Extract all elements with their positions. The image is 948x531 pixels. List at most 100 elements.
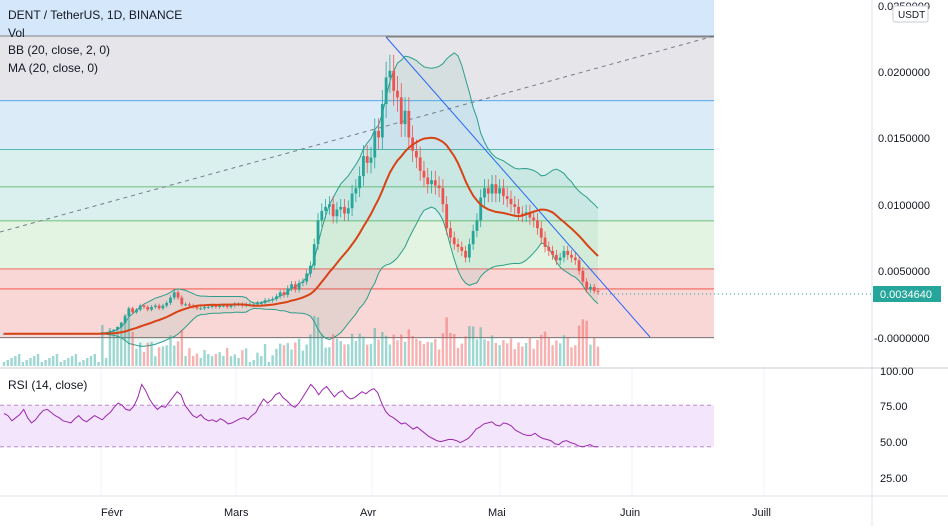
rsi-series <box>3 383 598 448</box>
volume-bar <box>131 331 134 366</box>
volume-bar <box>555 340 558 366</box>
candle-body <box>475 220 479 231</box>
volume-bar <box>509 338 513 366</box>
volume-bar <box>574 345 577 366</box>
last-price-badge <box>873 286 941 302</box>
candle-body <box>135 309 138 313</box>
volume-bar <box>222 356 225 366</box>
volume-bar <box>263 344 267 366</box>
volume-bar <box>275 348 278 366</box>
candle-body <box>222 305 225 307</box>
candle-body <box>513 204 517 207</box>
candle-body <box>165 302 169 306</box>
candle-body <box>339 206 343 210</box>
volume-bar <box>328 347 331 366</box>
candle-body <box>112 329 116 331</box>
price-tick-label: -0.0000000 <box>874 333 930 345</box>
candle-body <box>573 257 577 261</box>
candle-body <box>335 209 339 217</box>
candle-body <box>422 170 426 178</box>
candle-body <box>373 130 377 158</box>
volume-bar <box>199 358 202 366</box>
volume-bar <box>17 354 21 366</box>
candle-body <box>108 330 112 333</box>
candle-body <box>116 326 119 330</box>
volume-bar <box>176 341 180 366</box>
volume-bar <box>411 336 414 366</box>
volume-bar <box>570 347 573 366</box>
candle-body <box>517 206 520 214</box>
volume-legend[interactable]: Vol <box>8 26 25 40</box>
candle-body <box>180 297 184 305</box>
ma-legend[interactable]: MA (20, close, 0) <box>8 61 99 75</box>
candle-body <box>532 217 536 221</box>
currency-badge[interactable] <box>892 5 929 23</box>
volume-bar <box>407 329 411 366</box>
candle-body <box>169 297 172 303</box>
candle-body <box>343 206 346 214</box>
volume-bar <box>104 358 108 366</box>
volume-bar <box>233 354 236 366</box>
volume-bar <box>313 316 316 366</box>
down-trend-line <box>385 36 651 338</box>
candle-body <box>146 306 150 310</box>
candle-body <box>206 306 210 308</box>
symbol-title[interactable]: DENT / TetherUS, 1D, BINANCE <box>8 8 183 22</box>
volume-bar <box>464 336 467 366</box>
rsi-legend[interactable]: RSI (14, close) <box>8 378 88 392</box>
candle-body <box>570 254 573 258</box>
candle-body <box>290 284 293 289</box>
volume-bar <box>63 360 66 366</box>
volume-bar <box>422 344 426 366</box>
candle-body <box>543 237 547 247</box>
fib-zone <box>0 288 714 338</box>
volume-bar <box>169 335 172 366</box>
volume-bar <box>44 360 47 366</box>
candle-body <box>551 250 554 255</box>
candle-body <box>214 305 218 307</box>
volume-bar <box>403 341 407 366</box>
candle-body <box>384 77 388 105</box>
candle-body <box>297 282 301 290</box>
volume-bar <box>540 334 543 366</box>
volume-bar <box>430 342 433 366</box>
moving-average <box>4 136 599 335</box>
candle-body <box>301 281 305 283</box>
candle-body <box>153 305 157 307</box>
candle-body <box>369 157 373 163</box>
bollinger-legend[interactable]: BB (20, close, 2, 0) <box>8 43 111 57</box>
candle-body <box>123 316 127 323</box>
volume-bar <box>154 356 157 366</box>
candle-body <box>327 204 331 207</box>
candle-body <box>203 306 206 309</box>
volume-bar <box>418 340 422 366</box>
volume-bar <box>479 327 482 366</box>
volume-bar <box>532 348 535 366</box>
price-tick-label: 0.0100000 <box>878 200 930 212</box>
price-tick-label: 0.0050000 <box>878 266 930 278</box>
candle-body <box>452 237 456 245</box>
volume-bar <box>441 333 445 366</box>
volume-bar <box>339 341 342 366</box>
volume-bar <box>195 353 199 366</box>
volume-bar <box>252 360 255 366</box>
candle-body <box>558 257 562 261</box>
volume-bar <box>343 344 346 366</box>
volume-bar <box>453 334 456 366</box>
volume-bar <box>180 330 184 366</box>
volume-bar <box>400 334 403 366</box>
volume-bar <box>445 317 448 366</box>
volume-bar <box>74 354 78 366</box>
volume-bar <box>97 362 100 366</box>
volume-bar <box>350 333 354 366</box>
volume-bar <box>21 362 25 366</box>
volume-bar <box>116 327 119 366</box>
time-label: Mai <box>488 507 506 519</box>
volume-bar <box>297 338 301 366</box>
volume-bar <box>36 354 40 366</box>
trend-lines[interactable] <box>0 35 872 338</box>
candle-body <box>596 290 600 292</box>
volume-bar <box>377 339 380 366</box>
